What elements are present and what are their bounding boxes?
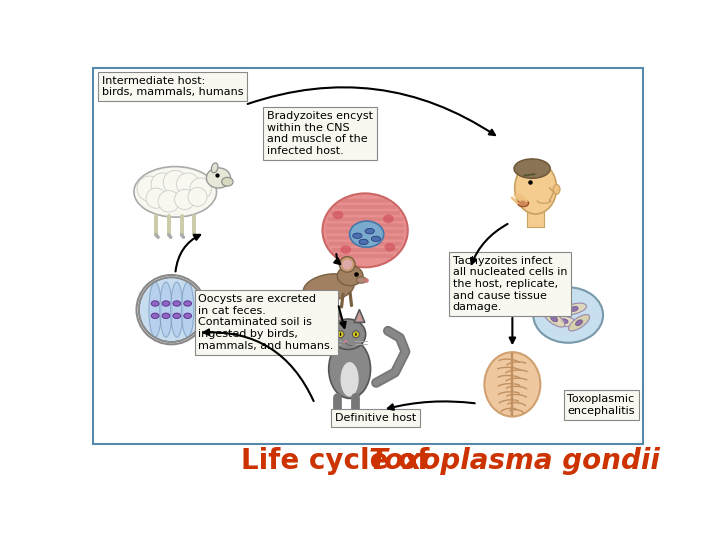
Polygon shape <box>333 310 341 320</box>
Circle shape <box>163 171 187 194</box>
Polygon shape <box>356 312 363 321</box>
Ellipse shape <box>518 200 528 207</box>
FancyBboxPatch shape <box>335 205 396 209</box>
Ellipse shape <box>544 310 564 327</box>
Ellipse shape <box>162 301 170 306</box>
Ellipse shape <box>372 236 381 241</box>
Ellipse shape <box>341 245 351 254</box>
Circle shape <box>137 176 163 201</box>
Ellipse shape <box>365 228 374 234</box>
FancyBboxPatch shape <box>327 236 403 240</box>
Ellipse shape <box>173 313 181 319</box>
Ellipse shape <box>323 193 408 267</box>
Ellipse shape <box>151 313 159 319</box>
Ellipse shape <box>514 159 550 178</box>
Ellipse shape <box>171 282 183 337</box>
Ellipse shape <box>162 313 170 319</box>
Text: Toxoplasma gondii: Toxoplasma gondii <box>369 447 660 475</box>
FancyBboxPatch shape <box>332 248 398 252</box>
Ellipse shape <box>211 163 218 173</box>
Circle shape <box>139 278 204 342</box>
Circle shape <box>352 331 359 338</box>
Ellipse shape <box>351 421 360 426</box>
Ellipse shape <box>330 319 366 349</box>
Ellipse shape <box>355 333 356 336</box>
Circle shape <box>151 173 174 195</box>
FancyBboxPatch shape <box>330 211 400 215</box>
Ellipse shape <box>184 301 192 306</box>
Ellipse shape <box>552 316 577 327</box>
Ellipse shape <box>173 301 181 306</box>
Circle shape <box>175 190 195 210</box>
Ellipse shape <box>555 303 562 308</box>
Text: Tachyzoites infect
all nucleated cells in
the host, replicate,
and cause tissue
: Tachyzoites infect all nucleated cells i… <box>453 256 567 312</box>
Text: Oocysts are excreted
in cat feces.
Contaminated soil is
ingested by birds,
mamma: Oocysts are excreted in cat feces. Conta… <box>199 294 334 350</box>
Ellipse shape <box>340 333 341 336</box>
Circle shape <box>158 191 180 212</box>
Text: Intermediate host:
birds, mammals, humans: Intermediate host: birds, mammals, human… <box>102 76 243 97</box>
Ellipse shape <box>337 266 363 286</box>
Ellipse shape <box>575 320 582 326</box>
Ellipse shape <box>384 243 395 252</box>
FancyBboxPatch shape <box>328 217 402 221</box>
Circle shape <box>337 331 344 338</box>
Ellipse shape <box>350 221 384 247</box>
Ellipse shape <box>569 315 590 331</box>
Ellipse shape <box>332 421 342 426</box>
Circle shape <box>146 188 166 208</box>
Ellipse shape <box>184 313 192 319</box>
Ellipse shape <box>207 168 230 188</box>
Text: Toxoplasmic
encephalitis: Toxoplasmic encephalitis <box>567 394 635 416</box>
Ellipse shape <box>151 301 159 306</box>
FancyBboxPatch shape <box>326 230 405 233</box>
Ellipse shape <box>356 277 366 283</box>
Circle shape <box>190 178 212 199</box>
Polygon shape <box>343 340 348 342</box>
Ellipse shape <box>560 319 568 323</box>
Ellipse shape <box>515 162 557 214</box>
Ellipse shape <box>160 282 172 337</box>
FancyBboxPatch shape <box>93 68 644 444</box>
Ellipse shape <box>181 282 194 337</box>
FancyBboxPatch shape <box>341 199 389 202</box>
Ellipse shape <box>149 282 161 337</box>
Polygon shape <box>331 308 343 321</box>
Ellipse shape <box>553 185 560 194</box>
Circle shape <box>188 187 207 206</box>
Ellipse shape <box>303 274 354 302</box>
Text: Life cycle of: Life cycle of <box>241 447 439 475</box>
Ellipse shape <box>562 303 586 315</box>
Text: Bradyzoites encyst
within the CNS
and muscle of the
infected host.: Bradyzoites encyst within the CNS and mu… <box>266 111 373 156</box>
Ellipse shape <box>383 214 394 223</box>
Ellipse shape <box>534 287 603 343</box>
FancyBboxPatch shape <box>338 254 393 258</box>
FancyBboxPatch shape <box>527 207 544 227</box>
Circle shape <box>342 259 352 269</box>
Circle shape <box>339 256 355 272</box>
Ellipse shape <box>134 167 217 217</box>
Ellipse shape <box>353 233 362 239</box>
Ellipse shape <box>547 299 570 313</box>
Ellipse shape <box>222 177 233 186</box>
Ellipse shape <box>341 362 359 397</box>
Ellipse shape <box>485 352 540 416</box>
Ellipse shape <box>570 306 578 312</box>
Circle shape <box>176 173 199 195</box>
Ellipse shape <box>359 239 368 245</box>
Ellipse shape <box>551 316 558 322</box>
Text: Definitive host: Definitive host <box>335 413 416 423</box>
Polygon shape <box>354 309 365 322</box>
Ellipse shape <box>333 211 343 219</box>
FancyBboxPatch shape <box>326 224 404 227</box>
FancyBboxPatch shape <box>329 242 402 246</box>
Ellipse shape <box>329 340 371 399</box>
